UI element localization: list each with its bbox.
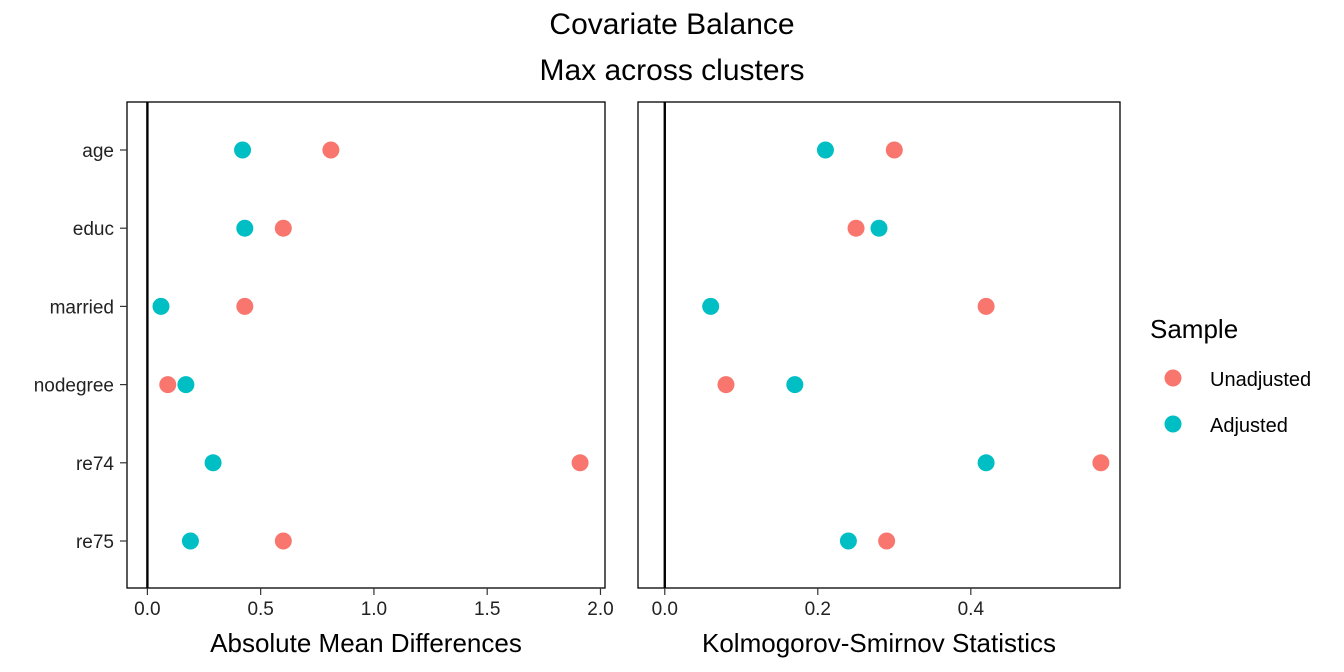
point-adjusted-nodegree [786,376,804,394]
x-tick-label: 0.2 [805,599,831,620]
x-tick-label: 0.0 [134,599,160,620]
point-unadjusted-age [885,141,903,159]
point-adjusted-re75 [181,532,199,550]
point-adjusted-age [234,141,252,159]
y-tick-label-age: age [82,141,114,162]
point-unadjusted-re74 [571,454,589,472]
y-tick-label-educ: educ [73,219,114,240]
point-unadjusted-re75 [878,532,896,550]
panel-ks-statistics: 0.0 0.2 0.4 Kolmogorov-Smirnov Statistics [637,101,1121,658]
x-tick-label: 0.0 [652,599,678,620]
point-unadjusted-educ [274,219,292,237]
y-tick-label-re75: re75 [76,532,114,553]
x-tick-label: 0.4 [958,599,985,620]
y-tick-label-nodegree: nodegree [34,376,114,397]
point-unadjusted-age [322,141,340,159]
x-tick-label: 0.5 [247,599,273,620]
point-unadjusted-educ [847,219,865,237]
point-unadjusted-married [236,297,254,315]
x-axis-label: Absolute Mean Differences [210,628,522,658]
point-unadjusted-nodegree [159,376,177,394]
panel-absolute-mean-differences: age educ married nodegree re74 re75 0.0 0.5 1.0 1… [34,101,614,658]
x-tick-label: 1.0 [361,599,387,620]
legend: Sample Unadjusted Adjusted [1150,314,1311,437]
point-unadjusted-married [977,297,995,315]
point-adjusted-nodegree [177,376,195,394]
x-tick-label: 1.5 [474,599,500,620]
point-adjusted-married [152,297,170,315]
legend-swatch-unadjusted [1164,369,1182,387]
point-unadjusted-re74 [1092,454,1110,472]
panel-border [126,101,606,589]
y-tick-label-re74: re74 [76,454,114,475]
point-adjusted-educ [870,219,888,237]
chart-title-line2: Max across clusters [539,54,804,87]
chart-title-line1: Covariate Balance [549,8,794,41]
point-adjusted-re75 [839,532,857,550]
point-adjusted-age [816,141,834,159]
point-adjusted-re74 [204,454,222,472]
point-unadjusted-nodegree [717,376,735,394]
point-adjusted-re74 [977,454,995,472]
point-adjusted-married [702,297,720,315]
panel-border [637,101,1121,589]
point-unadjusted-re75 [274,532,292,550]
point-adjusted-educ [236,219,254,237]
legend-label-unadjusted: Unadjusted [1210,369,1311,391]
y-tick-label-married: married [50,297,114,318]
legend-label-adjusted: Adjusted [1210,415,1288,437]
legend-title: Sample [1150,314,1238,344]
legend-swatch-adjusted [1164,415,1182,433]
x-axis-label: Kolmogorov-Smirnov Statistics [702,628,1056,658]
x-tick-label: 2.0 [587,599,613,620]
